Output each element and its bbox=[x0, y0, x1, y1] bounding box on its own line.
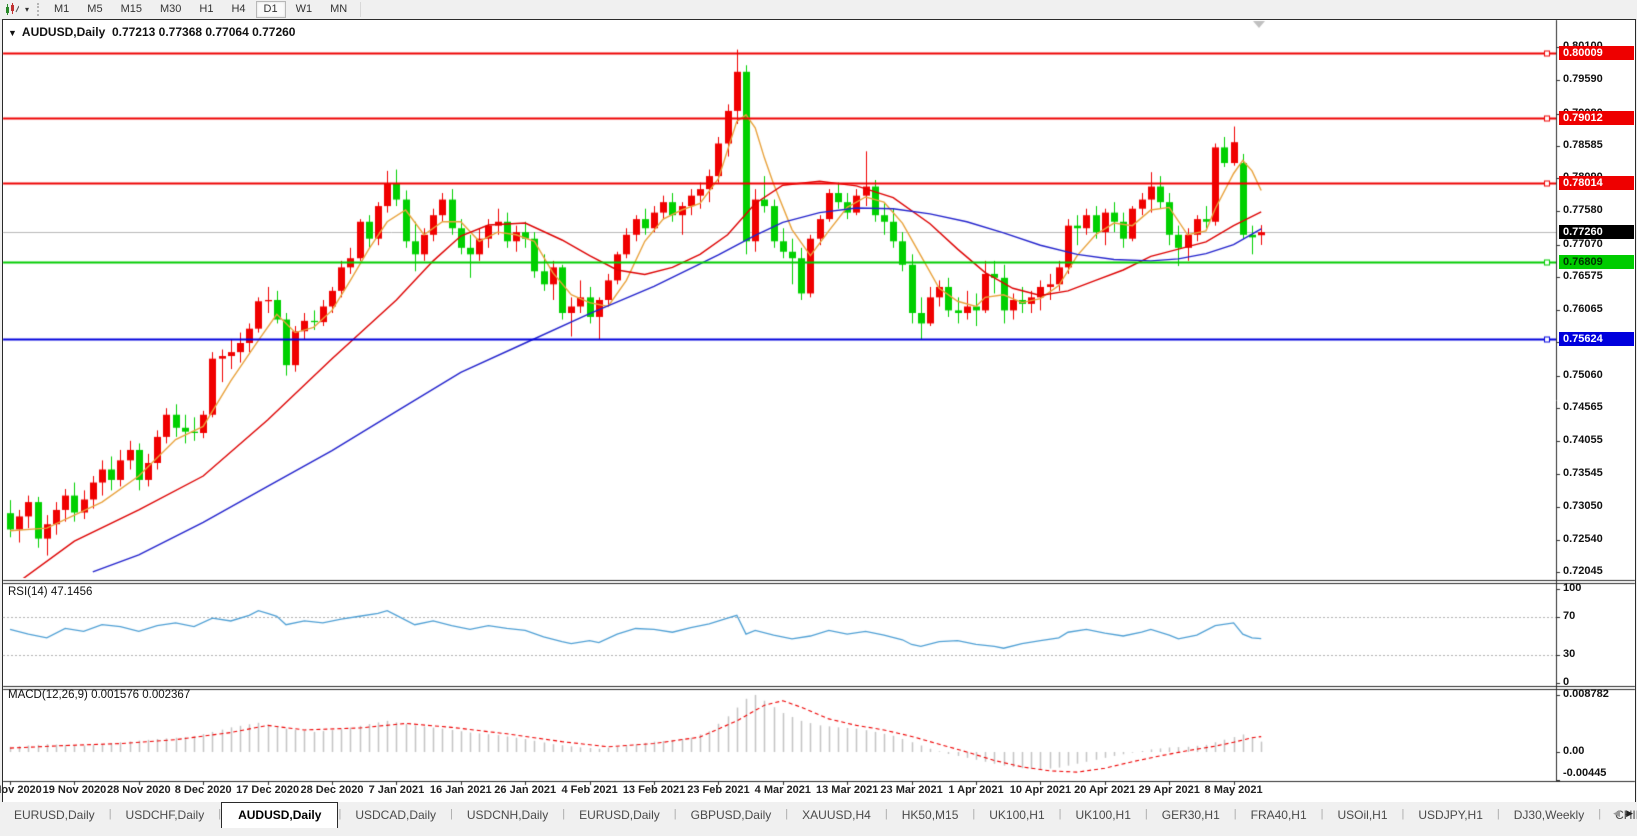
tabs-scroll-right-icon[interactable]: ▶ bbox=[1626, 808, 1633, 818]
chart-tab-GER30-H1[interactable]: GER30,H1 bbox=[1161, 808, 1220, 822]
chart-tab-USDCHF-Daily[interactable]: USDCHF,Daily bbox=[125, 808, 205, 822]
chart-tab-EURUSD-Daily[interactable]: EURUSD,Daily bbox=[14, 808, 95, 822]
tab-separator: | bbox=[972, 808, 976, 820]
tabs-scroll-left-icon[interactable]: ◀ bbox=[1613, 808, 1621, 818]
chart-tab-AUDUSD-Daily[interactable]: AUDUSD,Daily bbox=[221, 802, 339, 828]
tab-separator: | bbox=[1496, 808, 1500, 820]
chart-tab-XAUUSD-H4[interactable]: XAUUSD,H4 bbox=[802, 808, 871, 822]
chart-tab-UK100-H1[interactable]: UK100,H1 bbox=[989, 808, 1045, 822]
chart-tabs: EURUSD,Daily | USDCHF,Daily | AUDUSD,Daily | U… bbox=[0, 802, 1637, 828]
tab-separator: | bbox=[785, 808, 789, 820]
chart-tab-USDCNH-Daily[interactable]: USDCNH,Daily bbox=[466, 808, 549, 822]
tab-separator: | bbox=[1320, 808, 1324, 820]
chart-tab-USDJPY-H1[interactable]: USDJPY,H1 bbox=[1418, 808, 1483, 822]
tab-separator: | bbox=[218, 808, 222, 820]
tab-separator: | bbox=[450, 808, 453, 820]
tab-separator: | bbox=[1144, 808, 1148, 820]
chart-tab-DJ30-Weekly[interactable]: DJ30,Weekly bbox=[1513, 808, 1585, 822]
tab-separator: | bbox=[108, 808, 112, 820]
tab-separator: | bbox=[673, 808, 677, 820]
chart-tab-GBPUSD-Daily[interactable]: GBPUSD,Daily bbox=[690, 808, 772, 822]
chart-tab-FRA40-H1[interactable]: FRA40,H1 bbox=[1250, 808, 1307, 822]
tab-separator: | bbox=[338, 808, 342, 820]
tab-separator: | bbox=[1058, 808, 1062, 820]
tab-separator: | bbox=[562, 808, 566, 820]
tab-separator: | bbox=[1598, 808, 1602, 820]
price-axis[interactable] bbox=[1557, 20, 1635, 781]
tab-separator: | bbox=[1233, 808, 1237, 820]
time-axis[interactable] bbox=[3, 782, 1556, 801]
chart-tab-USOil-H1[interactable]: USOil,H1 bbox=[1337, 808, 1388, 822]
chart-tab-USDCAD-Daily[interactable]: USDCAD,Daily bbox=[355, 808, 436, 822]
chart-tab-UK100-H1[interactable]: UK100,H1 bbox=[1075, 808, 1131, 822]
chart-tab-bar: EURUSD,Daily | USDCHF,Daily | AUDUSD,Daily | U… bbox=[0, 802, 1637, 836]
tab-separator: | bbox=[1401, 808, 1405, 820]
chart-tab-EURUSD-Daily[interactable]: EURUSD,Daily bbox=[579, 808, 660, 822]
tab-separator: | bbox=[884, 808, 888, 820]
chart-tab-CHINA300-H1[interactable]: CHINA300,H1 bbox=[1615, 808, 1637, 822]
chart-tab-HK50-M15[interactable]: HK50,M15 bbox=[901, 808, 959, 822]
